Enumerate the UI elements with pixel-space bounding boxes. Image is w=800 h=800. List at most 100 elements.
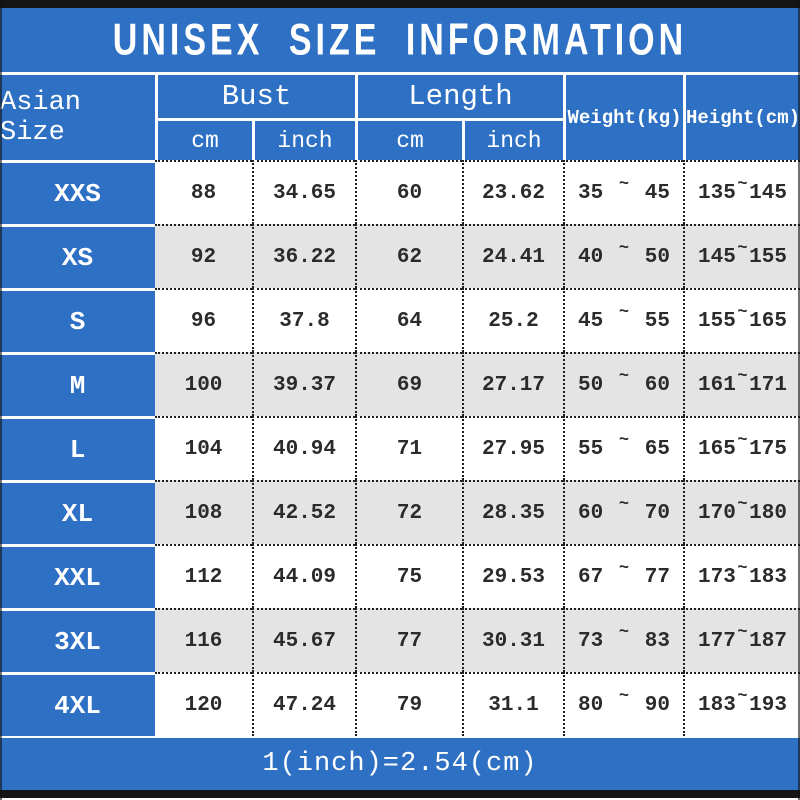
length-inch-cell: 24.41: [462, 224, 563, 288]
height-min: 183: [698, 693, 736, 717]
height-max: 183: [749, 565, 787, 589]
table-row: XXL 112 44.09 75 29.53 67 ~ 77 173 ~ 183: [0, 544, 800, 608]
height-range-cell: 135 ~ 145: [683, 160, 800, 224]
weight-min: 80: [578, 693, 604, 717]
height-range-cell: 177 ~ 187: [683, 608, 800, 672]
table-row: S 96 37.8 64 25.2 45 ~ 55 155 ~ 165: [0, 288, 800, 352]
tilde-glyph: ~: [618, 302, 630, 322]
title-bar: UNISEX SIZE INFORMATION: [0, 8, 800, 75]
length-cm-cell: 77: [355, 608, 462, 672]
header-bust-inch: inch: [252, 121, 355, 160]
bust-inch-cell: 37.8: [252, 288, 355, 352]
weight-min: 40: [578, 245, 604, 269]
bust-inch-cell: 42.52: [252, 480, 355, 544]
tilde-glyph: ~: [618, 174, 630, 194]
height-min: 135: [698, 181, 736, 205]
table-header: Asian Size Bust Length Weight(kg) Height…: [0, 75, 800, 160]
bust-inch-cell: 44.09: [252, 544, 355, 608]
height-range-cell: 170 ~ 180: [683, 480, 800, 544]
length-inch-cell: 25.2: [462, 288, 563, 352]
tilde-glyph: ~: [618, 558, 630, 578]
tilde-glyph: ~: [618, 494, 630, 514]
height-max: 155: [749, 245, 787, 269]
length-inch-cell: 27.95: [462, 416, 563, 480]
header-asian-size: Asian Size: [0, 87, 82, 148]
weight-max: 90: [644, 693, 670, 717]
length-cm-cell: 60: [355, 160, 462, 224]
weight-min: 55: [578, 437, 604, 461]
length-inch-cell: 30.31: [462, 608, 563, 672]
table-row: M 100 39.37 69 27.17 50 ~ 60 161 ~ 171: [0, 352, 800, 416]
weight-max: 77: [644, 565, 670, 589]
size-cell: XS: [0, 224, 155, 288]
tilde-glyph: ~: [618, 686, 630, 706]
tilde-glyph: ~: [737, 366, 748, 386]
size-cell: 4XL: [0, 672, 155, 736]
top-border-bar: [0, 0, 800, 8]
weight-range-cell: 35 ~ 45: [563, 160, 683, 224]
height-range-cell: 183 ~ 193: [683, 672, 800, 736]
height-max: 187: [749, 629, 787, 653]
bust-inch-cell: 47.24: [252, 672, 355, 736]
weight-max: 50: [644, 245, 670, 269]
table-row: 3XL 116 45.67 77 30.31 73 ~ 83 177 ~ 187: [0, 608, 800, 672]
tilde-glyph: ~: [737, 430, 748, 450]
tilde-glyph: ~: [737, 302, 748, 322]
bust-cm-cell: 100: [155, 352, 252, 416]
length-inch-cell: 27.17: [462, 352, 563, 416]
weight-min: 45: [578, 309, 604, 333]
bust-cm-cell: 116: [155, 608, 252, 672]
header-bust-cm: cm: [155, 121, 252, 160]
conversion-note: 1(inch)=2.54(cm): [262, 749, 538, 779]
weight-max: 65: [644, 437, 670, 461]
right-frame-line: [798, 0, 800, 800]
height-min: 155: [698, 309, 736, 333]
tilde-glyph: ~: [618, 238, 630, 258]
height-max: 193: [749, 693, 787, 717]
length-inch-cell: 28.35: [462, 480, 563, 544]
table-row: XXS 88 34.65 60 23.62 35 ~ 45 135 ~ 145: [0, 160, 800, 224]
length-cm-cell: 69: [355, 352, 462, 416]
tilde-glyph: ~: [737, 174, 748, 194]
tilde-glyph: ~: [618, 366, 630, 386]
height-min: 170: [698, 501, 736, 525]
header-bust: Bust: [155, 75, 355, 121]
tilde-glyph: ~: [737, 686, 748, 706]
height-max: 145: [749, 181, 787, 205]
height-range-cell: 155 ~ 165: [683, 288, 800, 352]
header-height-cm: Height(cm): [683, 75, 800, 160]
footer-bar: 1(inch)=2.54(cm): [0, 738, 800, 790]
length-inch-cell: 29.53: [462, 544, 563, 608]
weight-max: 60: [644, 373, 670, 397]
weight-range-cell: 45 ~ 55: [563, 288, 683, 352]
length-cm-cell: 64: [355, 288, 462, 352]
weight-min: 73: [578, 629, 604, 653]
height-range-cell: 161 ~ 171: [683, 352, 800, 416]
length-cm-cell: 75: [355, 544, 462, 608]
bust-inch-cell: 34.65: [252, 160, 355, 224]
height-max: 175: [749, 437, 787, 461]
size-cell: XL: [0, 480, 155, 544]
bust-inch-cell: 40.94: [252, 416, 355, 480]
footer-separator-line: [0, 736, 800, 738]
weight-range-cell: 80 ~ 90: [563, 672, 683, 736]
size-cell: XXS: [0, 160, 155, 224]
bottom-white-edge: [0, 798, 800, 800]
tilde-glyph: ~: [737, 238, 748, 258]
size-cell: 3XL: [0, 608, 155, 672]
height-range-cell: 173 ~ 183: [683, 544, 800, 608]
header-length-cm: cm: [355, 121, 462, 160]
left-frame-line: [0, 0, 2, 800]
tilde-glyph: ~: [737, 494, 748, 514]
bust-cm-cell: 120: [155, 672, 252, 736]
size-chart-table-body: XXS 88 34.65 60 23.62 35 ~ 45 135 ~ 145 …: [0, 160, 800, 736]
size-cell: M: [0, 352, 155, 416]
bust-cm-cell: 112: [155, 544, 252, 608]
weight-range-cell: 50 ~ 60: [563, 352, 683, 416]
table-row: XL 108 42.52 72 28.35 60 ~ 70 170 ~ 180: [0, 480, 800, 544]
weight-range-cell: 55 ~ 65: [563, 416, 683, 480]
weight-range-cell: 60 ~ 70: [563, 480, 683, 544]
tilde-glyph: ~: [737, 558, 748, 578]
weight-range-cell: 67 ~ 77: [563, 544, 683, 608]
length-cm-cell: 62: [355, 224, 462, 288]
